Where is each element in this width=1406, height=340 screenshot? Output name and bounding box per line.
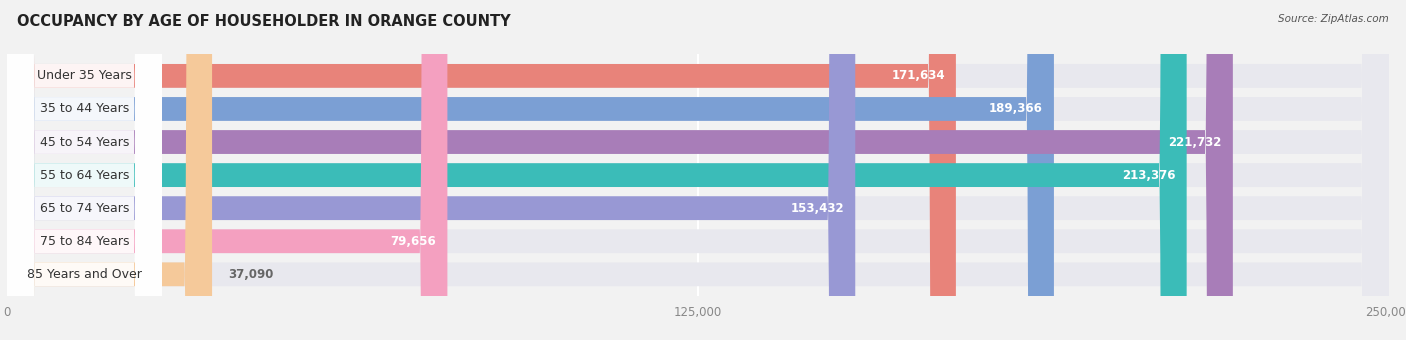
FancyBboxPatch shape xyxy=(7,0,162,340)
FancyBboxPatch shape xyxy=(7,0,1187,340)
FancyBboxPatch shape xyxy=(7,0,162,340)
FancyBboxPatch shape xyxy=(7,0,162,340)
Text: 65 to 74 Years: 65 to 74 Years xyxy=(39,202,129,215)
FancyBboxPatch shape xyxy=(7,0,162,340)
Text: OCCUPANCY BY AGE OF HOUSEHOLDER IN ORANGE COUNTY: OCCUPANCY BY AGE OF HOUSEHOLDER IN ORANG… xyxy=(17,14,510,29)
Text: 79,656: 79,656 xyxy=(391,235,436,248)
FancyBboxPatch shape xyxy=(7,0,1389,340)
FancyBboxPatch shape xyxy=(7,0,956,340)
FancyBboxPatch shape xyxy=(7,0,162,340)
FancyBboxPatch shape xyxy=(7,0,1389,340)
FancyBboxPatch shape xyxy=(7,0,1389,340)
FancyBboxPatch shape xyxy=(7,0,1389,340)
FancyBboxPatch shape xyxy=(7,0,1389,340)
Text: 153,432: 153,432 xyxy=(790,202,844,215)
Text: 37,090: 37,090 xyxy=(229,268,274,281)
FancyBboxPatch shape xyxy=(7,0,162,340)
Text: 189,366: 189,366 xyxy=(988,102,1043,116)
FancyBboxPatch shape xyxy=(7,0,1389,340)
Text: Under 35 Years: Under 35 Years xyxy=(37,69,132,82)
FancyBboxPatch shape xyxy=(7,0,447,340)
Text: 45 to 54 Years: 45 to 54 Years xyxy=(39,136,129,149)
FancyBboxPatch shape xyxy=(7,0,1054,340)
FancyBboxPatch shape xyxy=(7,0,1389,340)
Text: 213,376: 213,376 xyxy=(1122,169,1175,182)
Text: 221,732: 221,732 xyxy=(1168,136,1222,149)
FancyBboxPatch shape xyxy=(7,0,212,340)
Text: 171,634: 171,634 xyxy=(891,69,945,82)
Text: 85 Years and Over: 85 Years and Over xyxy=(27,268,142,281)
Text: 35 to 44 Years: 35 to 44 Years xyxy=(39,102,129,116)
FancyBboxPatch shape xyxy=(7,0,855,340)
Text: Source: ZipAtlas.com: Source: ZipAtlas.com xyxy=(1278,14,1389,23)
Text: 75 to 84 Years: 75 to 84 Years xyxy=(39,235,129,248)
FancyBboxPatch shape xyxy=(7,0,162,340)
FancyBboxPatch shape xyxy=(7,0,1233,340)
Text: 55 to 64 Years: 55 to 64 Years xyxy=(39,169,129,182)
